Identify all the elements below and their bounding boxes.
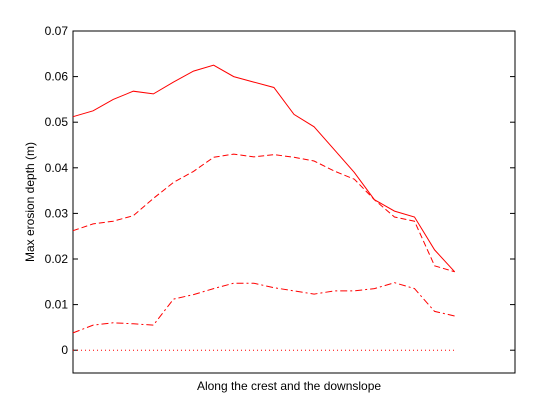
y-tick-label: 0.07 — [45, 24, 69, 38]
y-tick-label: 0.01 — [45, 298, 69, 312]
y-tick-label: 0.04 — [45, 161, 69, 175]
y-tick-label: 0.06 — [45, 70, 69, 84]
series-line-dash-dot — [72, 282, 455, 334]
y-tick-label: 0.03 — [45, 206, 69, 220]
series-line-dashed — [72, 153, 455, 273]
y-tick-label: 0.05 — [45, 115, 69, 129]
y-tick-label: 0.02 — [45, 252, 69, 266]
series-line-solid — [72, 64, 456, 273]
plot-area — [72, 30, 516, 374]
y-tick-label: 0 — [61, 343, 68, 357]
y-axis-ticks: 0 0.01 0.02 0.03 0.04 0.05 0.06 0.07 — [45, 24, 515, 357]
y-axis-label: Max erosion depth (m) — [23, 142, 37, 262]
x-axis-label: Along the crest and the downslope — [197, 379, 381, 393]
series-layer — [72, 64, 456, 351]
